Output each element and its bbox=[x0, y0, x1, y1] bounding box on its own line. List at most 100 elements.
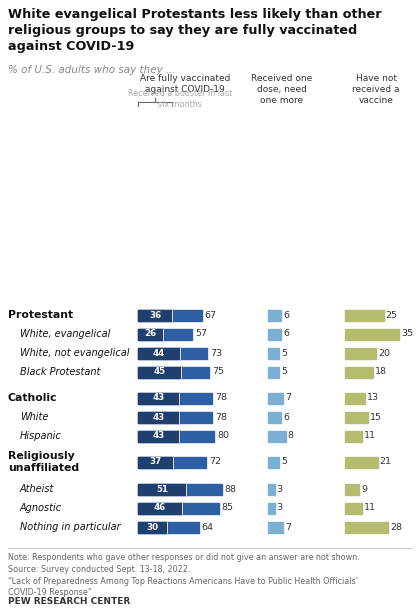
Bar bbox=[138, 309, 172, 320]
Text: 46: 46 bbox=[154, 503, 166, 512]
Text: 57: 57 bbox=[195, 329, 207, 339]
Bar bbox=[345, 431, 362, 442]
Text: 5: 5 bbox=[281, 367, 287, 376]
Text: White: White bbox=[20, 412, 48, 422]
Text: 88: 88 bbox=[225, 484, 236, 493]
Text: Hispanic: Hispanic bbox=[20, 431, 62, 441]
Bar bbox=[268, 348, 279, 359]
Text: 28: 28 bbox=[391, 523, 402, 531]
Text: White, evangelical: White, evangelical bbox=[20, 329, 110, 339]
Bar bbox=[345, 348, 376, 359]
Bar bbox=[138, 431, 179, 442]
Bar bbox=[138, 412, 212, 423]
Text: % of U.S. adults who say they ...: % of U.S. adults who say they ... bbox=[8, 65, 176, 75]
Text: 3: 3 bbox=[277, 484, 283, 493]
Bar bbox=[268, 329, 281, 340]
Bar bbox=[268, 456, 279, 467]
Bar bbox=[138, 456, 206, 467]
Text: 44: 44 bbox=[153, 348, 165, 357]
Bar bbox=[345, 456, 378, 467]
Bar bbox=[138, 348, 207, 359]
Bar bbox=[345, 522, 388, 533]
Text: 7: 7 bbox=[286, 393, 291, 403]
Text: 11: 11 bbox=[364, 503, 376, 512]
Bar bbox=[138, 329, 163, 340]
Text: 18: 18 bbox=[375, 367, 387, 376]
Text: Protestant: Protestant bbox=[8, 310, 73, 320]
Text: 9: 9 bbox=[361, 484, 367, 493]
Text: White evangelical Protestants less likely than other
religious groups to say the: White evangelical Protestants less likel… bbox=[8, 8, 382, 53]
Text: 43: 43 bbox=[152, 412, 165, 422]
Bar bbox=[268, 392, 284, 403]
Bar bbox=[268, 367, 279, 378]
Bar bbox=[268, 431, 286, 442]
Text: 45: 45 bbox=[153, 367, 165, 376]
Bar bbox=[345, 503, 362, 514]
Text: 85: 85 bbox=[222, 503, 234, 512]
Bar bbox=[268, 309, 281, 320]
Bar bbox=[138, 522, 199, 533]
Bar bbox=[268, 522, 284, 533]
Text: Received one
dose, need
one more: Received one dose, need one more bbox=[252, 74, 312, 105]
Text: 80: 80 bbox=[217, 431, 229, 440]
Text: Black Protestant: Black Protestant bbox=[20, 367, 100, 377]
Text: 5: 5 bbox=[281, 458, 287, 467]
Bar bbox=[138, 329, 192, 340]
Bar bbox=[345, 367, 373, 378]
Text: 35: 35 bbox=[401, 329, 413, 339]
Text: 26: 26 bbox=[144, 329, 157, 339]
Text: Are fully vaccinated
against COVID-19: Are fully vaccinated against COVID-19 bbox=[140, 74, 230, 94]
Text: 78: 78 bbox=[215, 393, 227, 403]
Text: 13: 13 bbox=[367, 393, 379, 403]
Text: 5: 5 bbox=[281, 348, 287, 357]
Text: 75: 75 bbox=[212, 367, 224, 376]
Bar bbox=[268, 484, 275, 495]
Text: 43: 43 bbox=[152, 393, 165, 403]
Text: 73: 73 bbox=[210, 348, 223, 357]
Bar bbox=[345, 392, 365, 403]
Bar bbox=[138, 431, 214, 442]
Text: White, not evangelical: White, not evangelical bbox=[20, 348, 129, 358]
Text: 64: 64 bbox=[202, 523, 214, 531]
Bar bbox=[268, 412, 281, 423]
Bar bbox=[138, 503, 182, 514]
Text: 36: 36 bbox=[149, 310, 161, 320]
Text: Catholic: Catholic bbox=[8, 393, 58, 403]
Text: Agnostic: Agnostic bbox=[20, 503, 62, 513]
Text: 51: 51 bbox=[156, 484, 168, 493]
Text: 15: 15 bbox=[370, 412, 382, 422]
Text: 6: 6 bbox=[283, 310, 289, 320]
Text: 30: 30 bbox=[146, 523, 158, 531]
Bar bbox=[138, 309, 202, 320]
Bar bbox=[138, 484, 186, 495]
Text: Religiously
unaffiliated: Religiously unaffiliated bbox=[8, 451, 79, 473]
Bar bbox=[345, 484, 359, 495]
Text: 8: 8 bbox=[288, 431, 294, 440]
Text: 78: 78 bbox=[215, 412, 227, 422]
Bar bbox=[138, 522, 166, 533]
Bar bbox=[138, 392, 179, 403]
Text: 21: 21 bbox=[380, 458, 391, 467]
Bar bbox=[138, 348, 180, 359]
Text: 6: 6 bbox=[283, 412, 289, 422]
Bar bbox=[138, 367, 209, 378]
Bar bbox=[345, 309, 384, 320]
Text: 3: 3 bbox=[277, 503, 283, 512]
Text: Have not
received a
vaccine: Have not received a vaccine bbox=[352, 74, 400, 105]
Bar bbox=[345, 329, 399, 340]
Text: 67: 67 bbox=[205, 310, 217, 320]
Text: 37: 37 bbox=[150, 458, 162, 467]
Bar bbox=[345, 412, 368, 423]
Text: Atheist: Atheist bbox=[20, 484, 54, 494]
Text: 20: 20 bbox=[378, 348, 390, 357]
Text: 72: 72 bbox=[210, 458, 221, 467]
Text: PEW RESEARCH CENTER: PEW RESEARCH CENTER bbox=[8, 597, 130, 606]
Bar bbox=[138, 456, 173, 467]
Bar bbox=[138, 392, 212, 403]
Bar bbox=[268, 503, 275, 514]
Bar bbox=[138, 484, 222, 495]
Text: 6: 6 bbox=[283, 329, 289, 339]
Text: Note: Respondents who gave other responses or did not give an answer are not sho: Note: Respondents who gave other respons… bbox=[8, 553, 360, 597]
Bar bbox=[138, 367, 181, 378]
Bar bbox=[138, 412, 179, 423]
